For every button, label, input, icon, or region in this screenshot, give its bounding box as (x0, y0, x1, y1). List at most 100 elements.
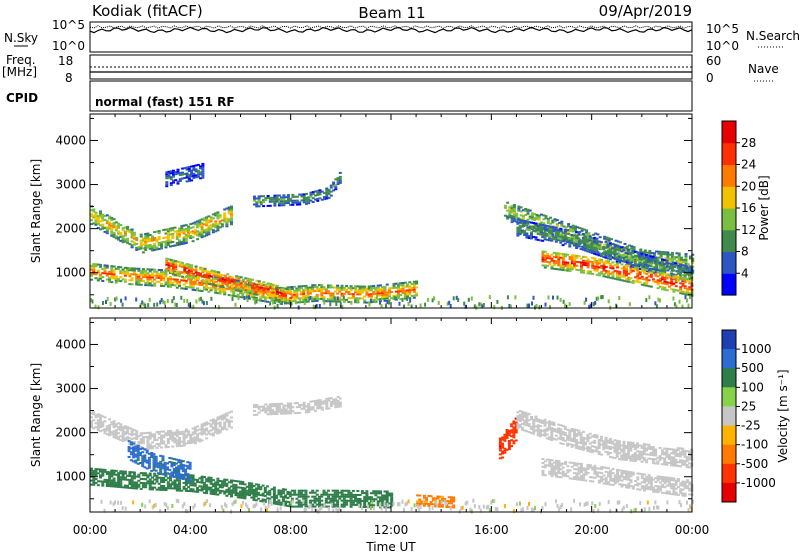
data-cell (176, 172, 180, 175)
data-cell (105, 232, 109, 235)
data-cell (226, 279, 230, 282)
data-cell (264, 403, 268, 406)
data-cell (101, 225, 105, 228)
data-cell (604, 271, 608, 274)
data-cell (666, 257, 670, 260)
date-title: 09/Apr/2019 (599, 2, 692, 20)
data-cell (590, 252, 594, 254)
data-cell (358, 287, 362, 290)
data-cell (264, 197, 268, 200)
data-cell (248, 482, 251, 485)
data-cell (329, 298, 333, 301)
data-cell (237, 289, 241, 292)
data-cell (658, 263, 662, 266)
data-cell (503, 206, 507, 209)
data-cell (534, 228, 538, 231)
data-cell (554, 238, 558, 241)
data-cell (141, 239, 145, 242)
data-cell (187, 434, 191, 437)
data-cell (168, 468, 172, 471)
data-cell (579, 240, 583, 243)
data-cell (342, 495, 346, 498)
data-cell (90, 268, 93, 271)
data-cell (397, 288, 400, 291)
data-cell (211, 489, 215, 492)
data-cell (311, 191, 315, 194)
data-cell (672, 282, 676, 285)
data-cell (223, 287, 227, 290)
data-cell (514, 425, 518, 428)
data-cell (96, 223, 100, 225)
data-cell (286, 200, 290, 202)
data-cell (367, 502, 371, 505)
data-cell (169, 239, 172, 242)
data-cell (160, 440, 163, 443)
data-cell (141, 237, 145, 240)
data-cell (286, 412, 290, 415)
data-cell (193, 229, 197, 232)
data-cell (121, 235, 125, 238)
data-cell (415, 282, 419, 285)
data-cell (618, 296, 621, 300)
data-cell (214, 493, 218, 496)
data-cell (566, 269, 570, 272)
data-cell (295, 497, 299, 500)
data-cell (169, 233, 172, 236)
data-cell (150, 452, 154, 454)
data-cell (381, 298, 385, 300)
data-cell (151, 488, 154, 491)
data-cell (153, 435, 157, 438)
data-cell (101, 276, 105, 278)
data-cell (338, 179, 342, 182)
data-cell (273, 405, 277, 408)
data-cell (117, 268, 121, 270)
data-cell (218, 226, 222, 229)
data-cell (105, 274, 109, 277)
data-cell (132, 441, 136, 444)
data-cell (223, 423, 227, 426)
data-cell (627, 250, 630, 253)
data-cell (531, 214, 534, 217)
data-cell (498, 439, 502, 442)
data-cell (202, 286, 206, 289)
data-cell (351, 493, 355, 496)
data-cell (138, 452, 142, 454)
data-cell (338, 177, 342, 180)
data-cell (230, 205, 233, 208)
data-cell (160, 446, 163, 449)
data-cell (279, 489, 283, 492)
data-cell (661, 251, 665, 254)
data-cell (314, 190, 317, 193)
data-cell (685, 273, 689, 276)
data-cell (545, 238, 549, 241)
data-cell (246, 291, 250, 294)
data-cell (568, 245, 572, 248)
data-cell (390, 297, 394, 300)
data-cell (180, 227, 184, 230)
data-cell (333, 489, 337, 492)
data-cell (320, 402, 324, 405)
data-cell (146, 437, 150, 440)
data-cell (360, 285, 364, 288)
data-cell (566, 263, 570, 266)
data-cell (202, 229, 206, 232)
data-cell (299, 297, 303, 300)
data-cell (581, 236, 585, 239)
data-cell (597, 274, 601, 277)
data-cell (99, 468, 102, 471)
data-cell (187, 179, 191, 182)
data-cell (670, 288, 674, 291)
data-cell (381, 504, 385, 507)
data-cell (546, 227, 550, 230)
data-cell (648, 295, 651, 300)
data-cell (248, 490, 251, 493)
data-cell (674, 281, 678, 284)
data-cell (526, 212, 530, 215)
data-cell (139, 482, 143, 484)
data-cell (186, 465, 190, 468)
data-cell (200, 489, 204, 492)
data-cell (117, 226, 121, 229)
data-cell (510, 219, 514, 222)
data-cell (127, 450, 131, 453)
data-cell (548, 235, 551, 238)
